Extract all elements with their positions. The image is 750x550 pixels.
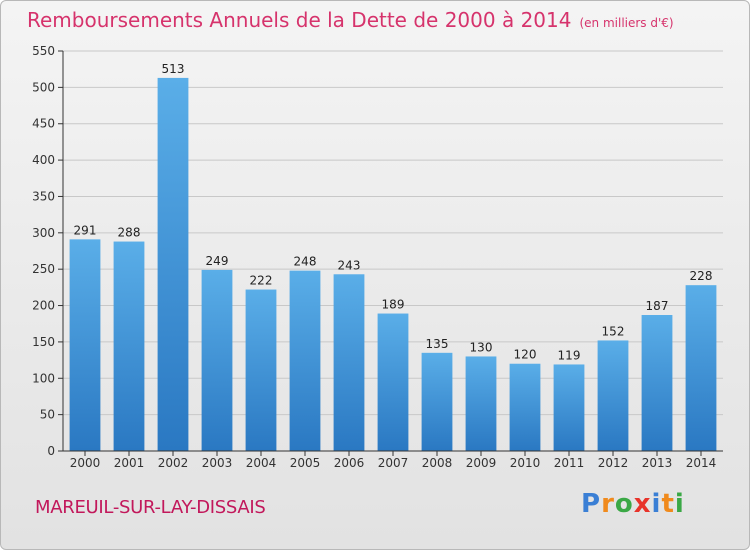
- value-label: 228: [690, 269, 713, 283]
- chart-title-text: Remboursements Annuels de la Dette de 20…: [27, 8, 572, 32]
- logo-letter: r: [601, 489, 615, 519]
- x-tick-label: 2014: [686, 456, 717, 470]
- value-label: 135: [426, 337, 449, 351]
- x-tick-label: 2013: [642, 456, 673, 470]
- value-label: 248: [294, 255, 317, 269]
- y-tick-label: 550: [32, 44, 55, 58]
- bar-2003: [201, 269, 233, 451]
- bar-2007: [377, 313, 409, 451]
- bar-2012: [597, 340, 629, 451]
- value-label: 130: [470, 340, 493, 354]
- y-tick-label: 450: [32, 117, 55, 131]
- value-label: 243: [338, 258, 361, 272]
- y-tick-label: 400: [32, 153, 55, 167]
- x-tick-label: 2009: [466, 456, 497, 470]
- y-tick-label: 350: [32, 189, 55, 203]
- logo-letter: x: [633, 489, 652, 519]
- bar-2008: [421, 352, 453, 451]
- bar-2013: [641, 315, 673, 451]
- x-tick-label: 2003: [202, 456, 233, 470]
- x-tick-label: 2001: [114, 456, 145, 470]
- y-tick-label: 0: [47, 444, 55, 458]
- bars: [69, 77, 717, 451]
- proxiti-logo: Proxiti: [581, 489, 685, 519]
- bar-2009: [465, 356, 497, 451]
- y-tick-label: 300: [32, 226, 55, 240]
- bar-2005: [289, 270, 321, 451]
- bar-2006: [333, 274, 365, 451]
- value-label: 513: [162, 62, 185, 76]
- value-label: 249: [206, 254, 229, 268]
- bar-2000: [69, 239, 101, 451]
- x-tick-label: 2011: [554, 456, 585, 470]
- logo-letter: o: [614, 489, 634, 519]
- y-tick-label: 150: [32, 335, 55, 349]
- value-label: 187: [646, 299, 669, 313]
- x-tick-label: 2008: [422, 456, 453, 470]
- logo-letter: P: [581, 489, 602, 519]
- logo-letter: i: [674, 489, 685, 519]
- y-tick-label: 250: [32, 262, 55, 276]
- value-label: 120: [514, 348, 537, 362]
- y-tick-label: 100: [32, 371, 55, 385]
- x-tick-label: 2006: [334, 456, 365, 470]
- x-tick-label: 2007: [378, 456, 409, 470]
- logo-letter: i: [651, 489, 662, 519]
- chart-title: Remboursements Annuels de la Dette de 20…: [27, 8, 674, 32]
- x-tick-label: 2000: [70, 456, 101, 470]
- value-label: 288: [118, 226, 141, 240]
- bar-2001: [113, 241, 145, 451]
- bar-2014: [685, 285, 717, 451]
- labels: 0 50 100 150 200 250 300 350 400 450 500 550 291 2000…: [32, 44, 716, 470]
- value-label: 152: [602, 324, 625, 338]
- bar-2011: [553, 364, 585, 451]
- y-tick-label: 500: [32, 80, 55, 94]
- value-label: 222: [250, 274, 273, 288]
- y-tick-label: 50: [40, 408, 55, 422]
- chart-unit: (en milliers d'€): [579, 16, 674, 30]
- axes: [58, 50, 723, 456]
- x-tick-label: 2010: [510, 456, 541, 470]
- value-label: 119: [558, 348, 581, 362]
- value-label: 291: [74, 223, 97, 237]
- bar-2004: [245, 289, 277, 451]
- y-tick-label: 200: [32, 299, 55, 313]
- bar-2010: [509, 363, 541, 451]
- value-label: 189: [382, 298, 405, 312]
- commune-name: MAREUIL-SUR-LAY-DISSAIS: [35, 497, 266, 518]
- logo-letter: t: [661, 489, 675, 519]
- x-tick-label: 2005: [290, 456, 321, 470]
- bar-2002: [157, 77, 189, 451]
- x-tick-label: 2002: [158, 456, 189, 470]
- x-tick-label: 2012: [598, 456, 629, 470]
- x-tick-label: 2004: [246, 456, 277, 470]
